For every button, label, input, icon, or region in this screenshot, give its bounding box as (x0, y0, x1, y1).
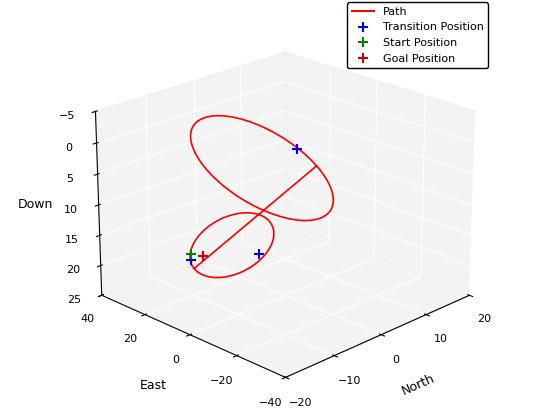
X-axis label: North: North (400, 372, 437, 398)
Y-axis label: East: East (139, 379, 166, 391)
Legend: Path, Transition Position, Start Position, Goal Position: Path, Transition Position, Start Positio… (347, 3, 488, 68)
